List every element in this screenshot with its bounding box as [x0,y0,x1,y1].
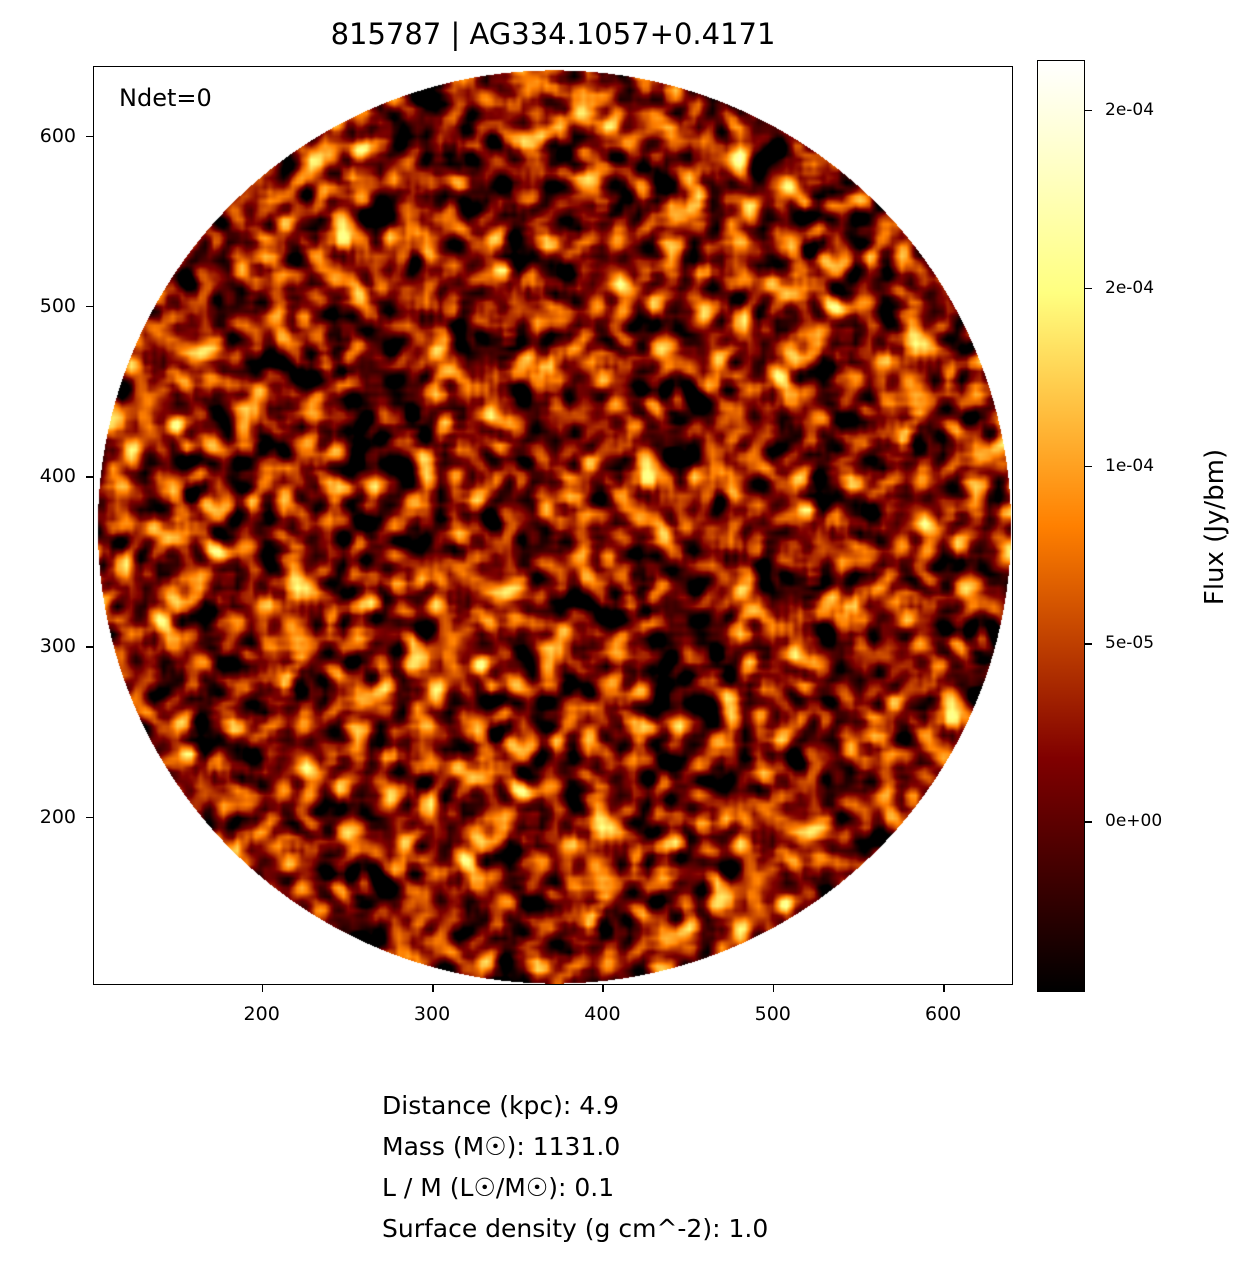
colorbar-label: Flux (Jy/bm) [1200,448,1230,606]
info-text: Distance (kpc): 4.9 Mass (M☉): 1131.0 L … [382,1085,768,1249]
mass-text: Mass (M☉): 1131.0 [382,1132,621,1161]
x-tick [432,985,434,992]
surface-density-text: Surface density (g cm^-2): 1.0 [382,1214,769,1243]
x-tick [602,985,604,992]
colorbar-tick [1085,821,1092,823]
x-tick-label: 400 [584,1003,621,1025]
distance-text: Distance (kpc): 4.9 [382,1091,619,1120]
colorbar-tick-label: 0e+00 [1105,811,1163,832]
x-tick-label: 300 [413,1003,451,1025]
x-tick-label: 500 [754,1003,791,1025]
y-tick-label: 500 [39,294,76,317]
y-tick [86,476,93,478]
x-tick-label: 200 [243,1003,280,1025]
colorbar [1037,60,1085,992]
y-tick [86,816,93,819]
colorbar-tick [1085,109,1092,112]
y-tick-label: 400 [39,465,76,488]
y-tick [86,135,93,138]
colorbar-tick-label: 5e-05 [1105,633,1155,654]
ndet-annotation: Ndet=0 [119,84,212,112]
lm-text: L / M (L☉/M☉): 0.1 [382,1173,615,1202]
y-tick-label: 200 [39,805,76,828]
y-tick-label: 300 [39,635,76,658]
y-tick [86,305,93,308]
colorbar-tick-label: 2e-04 [1105,277,1155,298]
colorbar-tick-label: 2e-04 [1105,99,1155,120]
y-tick-label: 600 [39,124,76,147]
x-tick-label: 600 [925,1003,962,1025]
colorbar-tick [1085,465,1092,468]
colorbar-tick [1085,287,1092,290]
chart-title: 815787 | AG334.1057+0.4171 [330,17,776,51]
flux-image [94,67,1012,984]
plot-axes [93,66,1013,985]
colorbar-tick [1085,643,1092,645]
x-tick [943,985,945,992]
x-tick [261,985,264,992]
colorbar-tick-label: 1e-04 [1105,455,1155,476]
x-tick [772,985,775,992]
y-tick [86,646,93,648]
